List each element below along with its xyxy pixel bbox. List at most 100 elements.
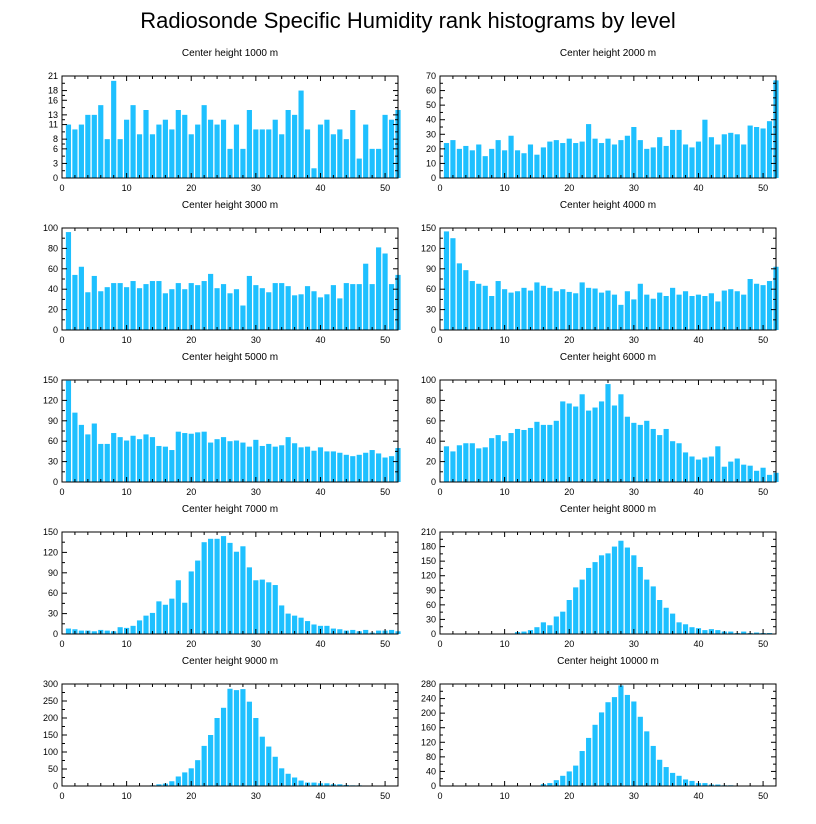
y-tick-label: 60 <box>426 86 436 96</box>
bar <box>682 452 689 482</box>
bar <box>728 461 734 482</box>
bar <box>624 547 630 634</box>
y-tick-label: 0 <box>431 477 436 487</box>
y-tick-label: 150 <box>421 223 436 233</box>
bar <box>560 775 566 786</box>
bar <box>502 289 508 330</box>
bar <box>162 119 168 178</box>
bar <box>214 288 220 330</box>
bar <box>169 781 175 786</box>
bar <box>598 143 605 178</box>
y-tick-label: 100 <box>43 747 58 757</box>
y-tick-label: 0 <box>53 629 58 639</box>
bar <box>741 464 747 482</box>
y-tick-label: 40 <box>48 284 58 294</box>
bar <box>104 443 110 482</box>
bar <box>689 147 695 178</box>
bar <box>766 121 773 178</box>
bar <box>521 153 527 178</box>
bar <box>708 456 714 482</box>
y-tick-label: 30 <box>426 614 436 624</box>
y-tick-label: 90 <box>426 585 436 595</box>
bar <box>208 273 214 330</box>
x-tick-label: 0 <box>437 487 442 497</box>
bar <box>350 110 356 178</box>
x-tick-label: 40 <box>315 335 325 345</box>
bar <box>143 110 149 178</box>
y-tick-label: 60 <box>426 600 436 610</box>
x-tick-label: 20 <box>564 183 574 193</box>
bar <box>631 299 637 330</box>
y-tick-label: 300 <box>43 679 58 689</box>
bar <box>605 384 611 482</box>
bar <box>240 689 246 786</box>
y-tick-label: 200 <box>421 708 436 718</box>
bar <box>201 542 207 634</box>
bar <box>246 446 252 482</box>
bar <box>117 139 123 178</box>
y-tick-label: 6 <box>53 144 58 154</box>
bar <box>201 281 207 330</box>
bar <box>624 694 630 786</box>
bar <box>605 702 611 786</box>
bar <box>514 428 521 482</box>
y-tick-label: 150 <box>43 375 58 385</box>
bar <box>560 611 566 634</box>
bar <box>182 772 188 786</box>
x-tick-label: 30 <box>629 335 639 345</box>
y-tick-label: 10 <box>426 158 436 168</box>
bar <box>728 289 734 330</box>
bar <box>111 433 117 482</box>
bar <box>292 295 298 330</box>
bar <box>650 298 656 330</box>
bar <box>489 148 495 178</box>
y-tick-label: 40 <box>426 436 436 446</box>
bar <box>298 780 304 786</box>
x-tick-label: 0 <box>59 183 64 193</box>
bar <box>463 270 469 330</box>
y-tick-label: 13 <box>48 110 58 120</box>
y-tick-label: 120 <box>43 395 58 405</box>
panel-title: Center height 1000 m <box>182 48 278 59</box>
bar <box>253 285 259 330</box>
bar <box>514 150 521 178</box>
y-tick-label: 0 <box>53 781 58 791</box>
y-tick-label: 21 <box>48 71 58 81</box>
bar <box>670 613 676 634</box>
bar <box>489 438 495 482</box>
y-tick-label: 50 <box>48 764 58 774</box>
bar <box>618 685 624 786</box>
y-tick-label: 120 <box>421 737 436 747</box>
panel-title: Center height 3000 m <box>182 200 278 211</box>
bar <box>311 624 317 634</box>
y-tick-label: 150 <box>43 527 58 537</box>
bar <box>111 80 117 178</box>
bar <box>663 428 669 482</box>
bar <box>637 283 643 330</box>
bar <box>547 783 553 786</box>
bar <box>663 767 669 786</box>
bar <box>734 291 740 330</box>
bar <box>337 298 343 330</box>
bar <box>292 615 298 634</box>
bar <box>579 394 585 482</box>
panel-title: Center height 10000 m <box>557 656 659 667</box>
bar <box>508 292 514 330</box>
x-tick-label: 50 <box>758 335 768 345</box>
bar <box>143 284 149 330</box>
bar <box>363 452 369 482</box>
bar <box>285 773 291 786</box>
bar <box>566 291 572 330</box>
bar <box>663 296 669 330</box>
bar <box>695 459 702 482</box>
bar <box>330 285 336 330</box>
bar <box>631 555 637 634</box>
bar <box>598 555 605 634</box>
bar <box>376 148 382 178</box>
x-tick-label: 30 <box>629 183 639 193</box>
bar <box>298 90 304 178</box>
x-tick-label: 40 <box>315 639 325 649</box>
bar <box>156 281 162 330</box>
bar <box>208 442 214 482</box>
bar <box>476 144 482 178</box>
